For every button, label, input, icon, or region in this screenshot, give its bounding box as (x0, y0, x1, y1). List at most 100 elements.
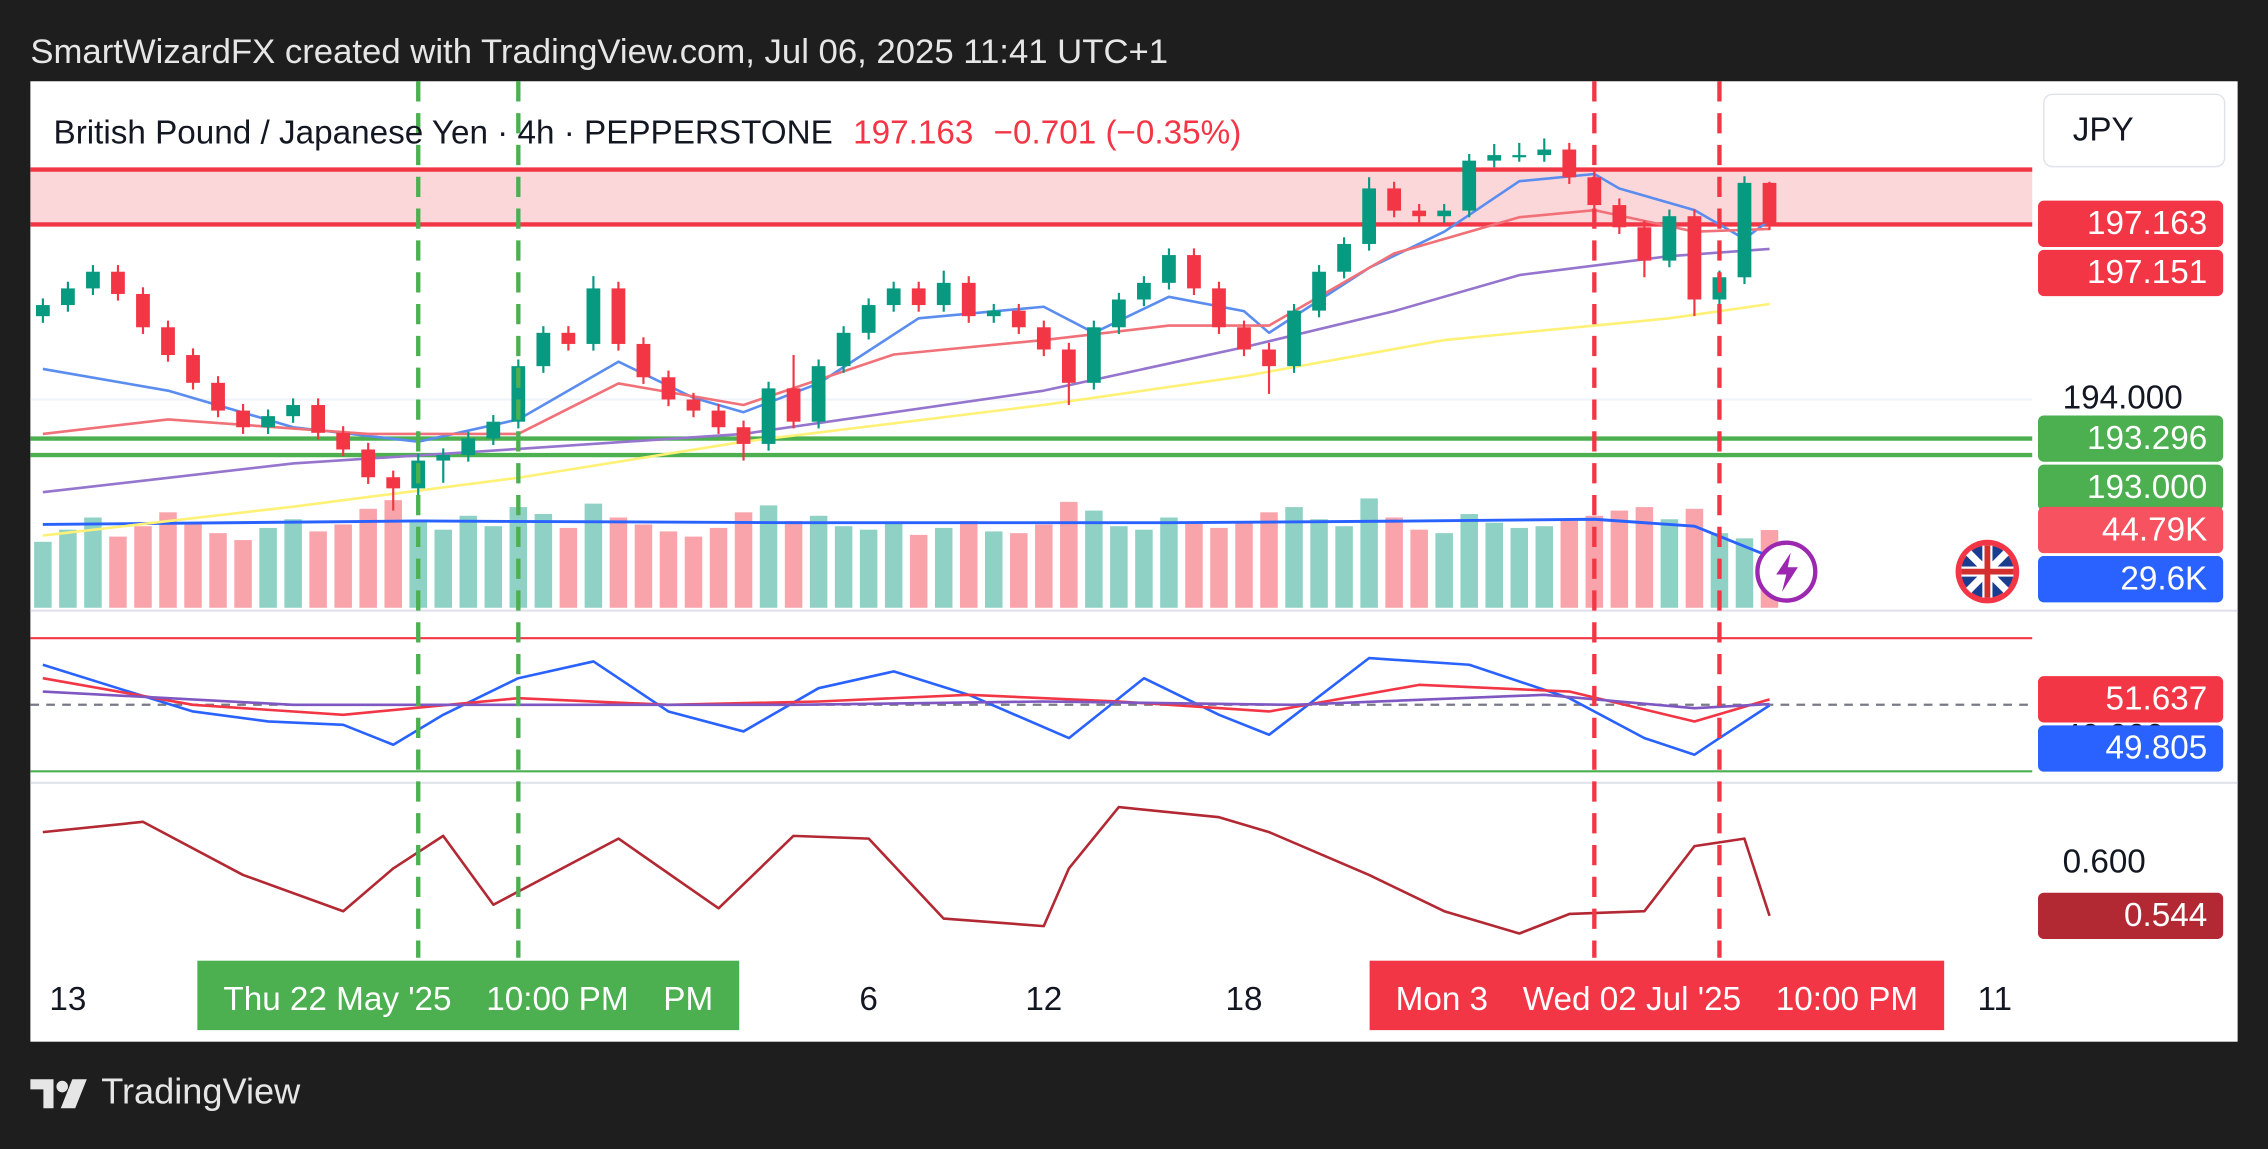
volume-bar (234, 540, 252, 608)
volume-bar (1435, 533, 1453, 608)
candle-body (361, 449, 376, 478)
volume-bar (384, 500, 402, 608)
volume-bar (809, 515, 828, 608)
candle-body (811, 366, 826, 422)
legend-title: British Pound / Japanese Yen · 4h · PEPP… (54, 115, 833, 152)
volume-bar (134, 526, 152, 608)
price-badge (2038, 415, 2224, 462)
volume-bar (1335, 526, 1353, 608)
moving-average (42, 302, 1770, 537)
osc-tick-label: 0.600 (2063, 844, 2146, 881)
crosshair-label: Thu 22 May '25 10:00 PM PM (197, 960, 740, 1031)
alert-icon[interactable] (1755, 540, 1818, 603)
candle-body (1312, 271, 1326, 311)
rsi-line (42, 690, 1770, 710)
price-badge-label: 51.637 (2106, 681, 2208, 718)
volume-bar (34, 541, 52, 608)
price-badge (2038, 556, 2224, 603)
volume-bar (1660, 519, 1679, 608)
price-badge (2038, 676, 2224, 723)
volume-bar (84, 517, 102, 608)
volume-bar (985, 531, 1003, 608)
candle-body (136, 293, 150, 328)
candle-body (261, 416, 275, 428)
volume-bar (1135, 529, 1153, 608)
volume-bar (784, 520, 803, 608)
price-badge (2038, 892, 2224, 939)
price-badge (2038, 249, 2224, 297)
volume-bar (1510, 527, 1529, 608)
candle-body (1562, 149, 1577, 178)
price-badge-label: 197.151 (2087, 254, 2207, 291)
candle-body (986, 310, 1001, 317)
candle-body (1212, 288, 1226, 328)
price-badge (2038, 506, 2224, 554)
candle-body (1462, 160, 1477, 211)
candle-body (186, 355, 200, 383)
currency-box[interactable] (2043, 93, 2226, 168)
candle-body (1612, 205, 1627, 228)
candle-body (936, 282, 951, 306)
crosshair-text: PM (663, 981, 713, 1018)
crosshair-text: Mon 3 (1396, 981, 1488, 1018)
candle-body (1036, 327, 1051, 350)
candle-body (911, 288, 926, 306)
candle-body (336, 432, 351, 450)
volume-bar (1260, 512, 1278, 608)
volume-bar (109, 536, 127, 608)
candle-body (1637, 227, 1652, 261)
price-badge-label: 0.544 (2124, 897, 2207, 934)
volume-bar (1160, 517, 1178, 608)
volume-bar (459, 515, 478, 608)
footer-logo: TradingView (30, 1070, 301, 1111)
crosshair-text: 10:00 PM (1776, 981, 1918, 1018)
candle-body (711, 410, 726, 428)
candle-body (311, 405, 326, 433)
logo-slash (60, 1079, 87, 1109)
candle-body (1512, 155, 1527, 158)
volume-bar (1360, 498, 1378, 608)
candle-body (736, 427, 751, 444)
moving-average (42, 247, 1770, 494)
candle-body (161, 327, 175, 356)
volume-bar (1685, 508, 1704, 608)
volume-bar (934, 527, 953, 608)
candle-body (511, 366, 526, 422)
volume-bar (284, 519, 302, 608)
volume-bar (1535, 526, 1554, 608)
volume-bar (259, 527, 277, 608)
oscillator-line (42, 805, 1771, 935)
volume-bar (209, 533, 227, 608)
candle-body (1412, 210, 1427, 217)
volume-bar (509, 507, 528, 608)
candle-body (1262, 349, 1276, 367)
candle-body (1086, 327, 1101, 383)
volume-bar (1460, 514, 1478, 608)
candle-body (1387, 188, 1402, 211)
crosshair-box (197, 960, 740, 1031)
candle-body (1112, 299, 1126, 328)
candle-body (1137, 282, 1151, 300)
volume-ma (42, 517, 1771, 558)
crosshair-label: Mon 3 Wed 02 Jul '25 10:00 PM (1369, 960, 1945, 1031)
crosshair-text: 10:00 PM (486, 981, 628, 1018)
price-badge (2038, 464, 2224, 511)
volume-bar (1285, 507, 1303, 608)
candle-body (1011, 310, 1026, 328)
volume-bar (334, 524, 352, 608)
candle-body (1437, 210, 1452, 217)
candle-body (886, 288, 901, 306)
legend-change: −0.701 (−0.35%) (994, 115, 1242, 152)
volume-bar (1235, 520, 1253, 608)
candle-body (86, 271, 100, 289)
volume-bar (634, 524, 653, 608)
volume-bar (1035, 524, 1053, 608)
candle-body (461, 438, 476, 456)
volume-bar (309, 531, 327, 608)
zone (30, 169, 2033, 225)
volume-bar (1560, 520, 1579, 608)
candle-body (486, 421, 501, 439)
volume-bar (609, 517, 628, 608)
x-tick-label: 13 (49, 981, 86, 1018)
